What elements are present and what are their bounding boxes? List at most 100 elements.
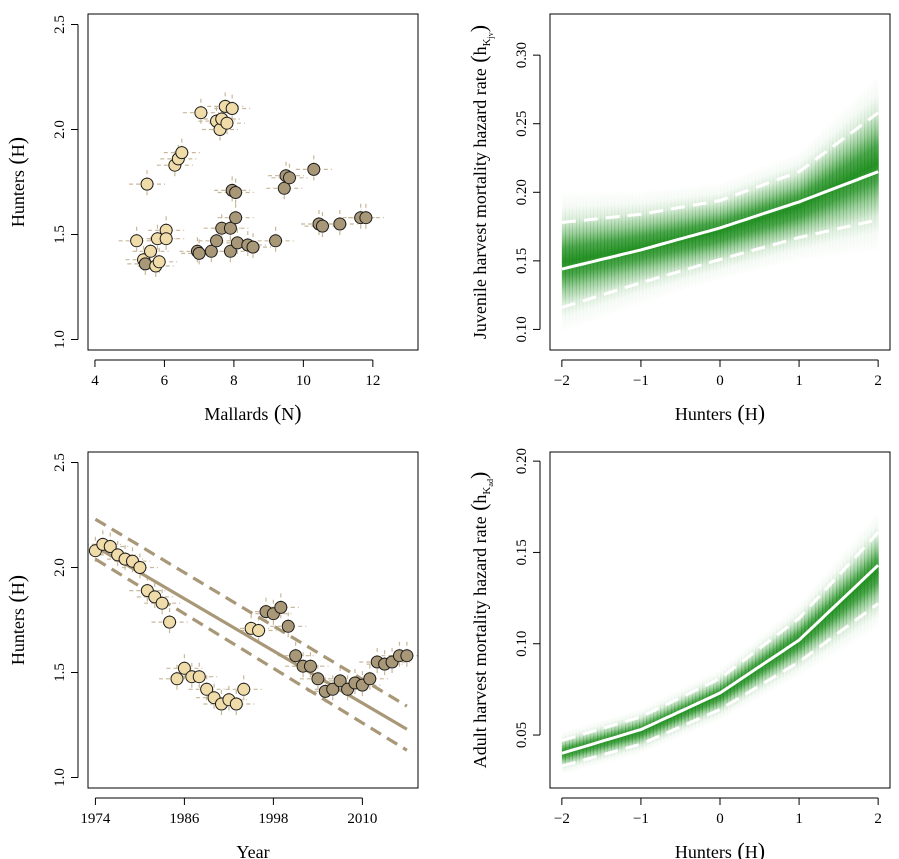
- y-tick-label: 2.0: [52, 558, 68, 577]
- y-axis-label-paren: (: [4, 157, 29, 170]
- density-strip: [561, 192, 566, 332]
- data-point: [159, 232, 173, 246]
- x-tick-label: −2: [554, 373, 570, 389]
- data-point: [252, 624, 266, 637]
- credible-interval-line: [561, 602, 879, 768]
- mean-line: [561, 564, 880, 755]
- y-axis-label-paren: (: [4, 595, 29, 608]
- density-strip: [857, 94, 862, 253]
- density-strip: [614, 192, 619, 313]
- data-point: [210, 234, 224, 248]
- x-axis-label-paren: ): [758, 400, 765, 425]
- data-point: [133, 561, 147, 574]
- x-tick-label: 2010: [347, 811, 377, 827]
- density-strip: [807, 142, 812, 259]
- x-tick-label: −1: [633, 373, 649, 389]
- data-point: [223, 221, 237, 235]
- plot-frame: [87, 451, 419, 789]
- y-axis-label-paren: ): [466, 25, 491, 32]
- data-point: [138, 257, 152, 271]
- density-strip: [628, 191, 633, 308]
- x-tick-label: 0: [716, 811, 724, 827]
- density-strip: [720, 182, 725, 280]
- plot-area: [118, 92, 384, 280]
- density-strip: [597, 192, 602, 319]
- y-tick-label: 2.5: [52, 15, 68, 34]
- density-strip: [734, 177, 739, 276]
- data-point: [175, 146, 189, 160]
- data-point: [363, 672, 377, 686]
- density-strip: [758, 167, 763, 270]
- density-strip: [618, 192, 623, 312]
- y-axis-label-symbol: h: [470, 495, 490, 504]
- x-axis-label-text: Mallards: [204, 404, 268, 424]
- data-point: [269, 234, 283, 248]
- y-axis-label-symbol: H: [8, 144, 28, 157]
- data-point: [229, 186, 243, 199]
- plot-area: [561, 77, 880, 332]
- density-strip: [828, 567, 834, 657]
- y-axis-label-text: Juvenile harvest mortality hazard rate: [470, 68, 490, 339]
- y-axis-label-subsubscript: ad: [486, 479, 495, 487]
- y-tick-label: 2.0: [52, 120, 68, 139]
- density-strip: [565, 192, 570, 330]
- density-strip: [871, 517, 876, 632]
- plot-frame: [549, 451, 891, 789]
- density-strip: [709, 184, 714, 283]
- data-point: [237, 682, 251, 696]
- density-strip: [600, 192, 605, 318]
- density-strip: [804, 145, 809, 260]
- y-tick-label: 0.30: [514, 42, 530, 68]
- y-axis-label: Hunters (H): [4, 137, 29, 227]
- density-strip: [593, 192, 598, 320]
- data-point: [144, 244, 158, 258]
- y-tick-label: 0.25: [514, 111, 530, 137]
- density-strip: [712, 183, 718, 282]
- data-point: [333, 674, 347, 688]
- y-tick-label: 1.5: [52, 663, 68, 682]
- density-strip: [741, 174, 746, 274]
- data-point: [220, 116, 234, 130]
- trend-line: [94, 545, 408, 731]
- density-strip: [604, 192, 609, 317]
- data-point: [303, 659, 317, 673]
- density-strip: [698, 185, 704, 286]
- x-axis-label-symbol: H: [745, 404, 758, 424]
- density-strip: [769, 163, 774, 267]
- density-strip: [646, 190, 651, 302]
- plot-frame: [87, 13, 419, 351]
- data-point: [155, 596, 169, 610]
- data-point: [204, 244, 218, 258]
- y-axis-label-paren: ): [4, 137, 29, 144]
- data-point: [359, 211, 373, 225]
- density-strip: [842, 550, 848, 649]
- x-axis-label: Hunters (H): [675, 838, 765, 859]
- x-tick-label: 1998: [258, 811, 288, 827]
- x-axis-label-paren: ): [758, 838, 765, 859]
- x-tick-label: 4: [91, 373, 99, 389]
- data-point: [177, 661, 191, 675]
- density-strip: [748, 171, 753, 273]
- data-point: [282, 171, 296, 185]
- panel-3: 1974 1986 1998 2010 1.0 1.5 2.0 2.5 Year Hunters …: [4, 451, 419, 859]
- density-strip: [621, 191, 626, 310]
- x-axis-label: Year: [236, 842, 269, 859]
- density-strip: [586, 192, 591, 323]
- data-point: [152, 255, 166, 269]
- density-strip: [853, 97, 858, 253]
- x-tick-label: −2: [554, 811, 570, 827]
- y-axis-label-subsubscript: jv: [486, 32, 495, 39]
- data-point: [103, 540, 117, 553]
- x-axis-label-text: Hunters: [675, 404, 732, 424]
- y-axis-label-text: Hunters: [8, 608, 28, 665]
- x-tick-label: 1986: [169, 811, 200, 827]
- density-strip: [835, 114, 841, 256]
- density-strip: [776, 160, 781, 266]
- density-strip: [860, 530, 865, 638]
- density-strip: [762, 166, 767, 269]
- data-point: [170, 672, 184, 686]
- x-axis-label: Hunters (H): [675, 400, 765, 425]
